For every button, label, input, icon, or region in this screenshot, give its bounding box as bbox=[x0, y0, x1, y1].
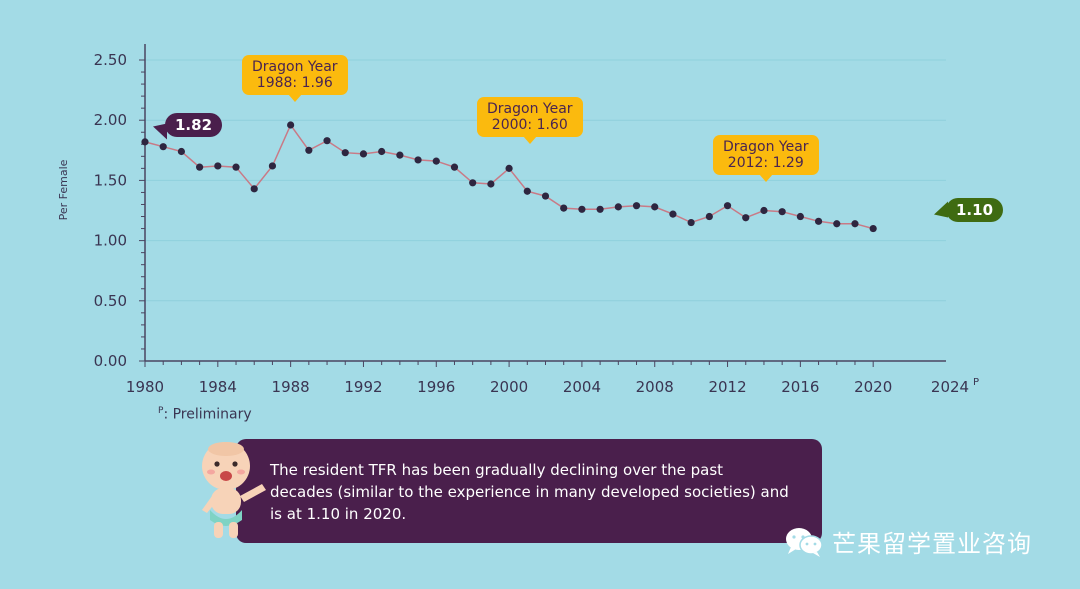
data-point bbox=[632, 202, 641, 210]
data-point bbox=[450, 163, 459, 171]
callout-title: Dragon Year bbox=[723, 139, 809, 155]
data-point bbox=[487, 180, 495, 188]
data-point bbox=[833, 220, 841, 228]
x-tick-label: 1996 bbox=[417, 378, 455, 396]
callout-title: Dragon Year bbox=[252, 59, 338, 75]
x-tick-label: 1992 bbox=[344, 378, 382, 396]
callout-title: Dragon Year bbox=[487, 101, 573, 117]
x-tick-label: 2012 bbox=[708, 378, 746, 396]
preliminary-footnote: P: Preliminary bbox=[158, 406, 252, 423]
data-point bbox=[560, 204, 568, 212]
dragon-year-2000-callout: Dragon Year 2000: 1.60 bbox=[477, 97, 583, 144]
footnote-text: : Preliminary bbox=[163, 406, 252, 423]
data-point bbox=[851, 220, 859, 228]
footnote-marker: P bbox=[158, 406, 164, 416]
dragon-year-2012-callout: Dragon Year 2012: 1.29 bbox=[713, 135, 819, 182]
data-point bbox=[669, 210, 677, 218]
data-point bbox=[396, 151, 404, 159]
baby-illustration bbox=[202, 442, 266, 538]
data-point bbox=[578, 205, 586, 213]
data-point bbox=[177, 147, 186, 156]
data-point bbox=[742, 214, 750, 222]
x-tick-label-last: 2024 bbox=[931, 378, 969, 396]
start-value-label: 1.82 bbox=[165, 113, 223, 137]
data-point bbox=[814, 217, 823, 225]
y-axis-label: Per Female bbox=[57, 159, 70, 220]
wechat-icon bbox=[786, 527, 823, 557]
x-tick-superscript: P bbox=[973, 377, 979, 388]
data-point bbox=[505, 164, 513, 172]
x-tick-label: 1988 bbox=[272, 378, 310, 396]
data-point bbox=[596, 205, 604, 213]
data-point bbox=[778, 208, 786, 216]
watermark-text: 芒果留学置业咨询 bbox=[832, 530, 1032, 558]
x-tick-label: 2008 bbox=[636, 378, 674, 396]
data-point bbox=[196, 163, 204, 171]
y-tick-label: 1.00 bbox=[94, 232, 127, 250]
data-point bbox=[232, 163, 240, 171]
data-point bbox=[141, 138, 149, 146]
data-point bbox=[159, 143, 167, 151]
x-tick-label: 2016 bbox=[781, 378, 819, 396]
data-point bbox=[359, 150, 368, 158]
data-point bbox=[323, 137, 331, 145]
dragon-year-1988-callout: Dragon Year 1988: 1.96 bbox=[242, 55, 348, 102]
data-point bbox=[414, 156, 422, 164]
data-point bbox=[869, 224, 877, 233]
data-point bbox=[523, 187, 531, 195]
data-point bbox=[305, 146, 313, 154]
data-point bbox=[705, 212, 713, 221]
y-tick-label: 0.50 bbox=[94, 292, 127, 310]
data-point bbox=[760, 206, 768, 215]
data-point bbox=[378, 147, 386, 156]
y-tick-label: 2.50 bbox=[94, 51, 127, 69]
info-box: The resident TFR has been gradually decl… bbox=[236, 439, 822, 543]
data-point bbox=[614, 203, 622, 211]
data-point bbox=[287, 121, 295, 129]
x-tick-label: 2004 bbox=[563, 378, 601, 396]
data-point bbox=[541, 192, 550, 200]
data-point bbox=[651, 203, 659, 211]
info-text: The resident TFR has been gradually decl… bbox=[270, 461, 789, 523]
callout-value: 2000: 1.60 bbox=[491, 117, 568, 133]
x-tick-label: 2020 bbox=[854, 378, 892, 396]
watermark: 芒果留学置业咨询 bbox=[784, 524, 1032, 559]
x-tick-label: 2000 bbox=[490, 378, 528, 396]
x-tick-label: 1984 bbox=[199, 378, 237, 396]
data-point bbox=[432, 157, 440, 165]
x-tick-label: 1980 bbox=[126, 378, 164, 396]
data-point bbox=[341, 149, 349, 157]
callout-value: 1988: 1.96 bbox=[256, 75, 333, 91]
data-point bbox=[268, 162, 277, 170]
y-tick-label: 1.50 bbox=[94, 171, 127, 189]
data-point bbox=[796, 212, 804, 221]
data-point bbox=[723, 202, 732, 210]
callout-value: 2012: 1.29 bbox=[727, 155, 804, 171]
y-tick-label: 2.00 bbox=[94, 111, 127, 129]
data-point bbox=[250, 185, 258, 193]
y-tick-label: 0.00 bbox=[94, 352, 127, 370]
data-point bbox=[469, 179, 477, 187]
data-point bbox=[214, 162, 222, 170]
data-point bbox=[687, 218, 695, 227]
end-value-label: 1.10 bbox=[946, 198, 1004, 222]
